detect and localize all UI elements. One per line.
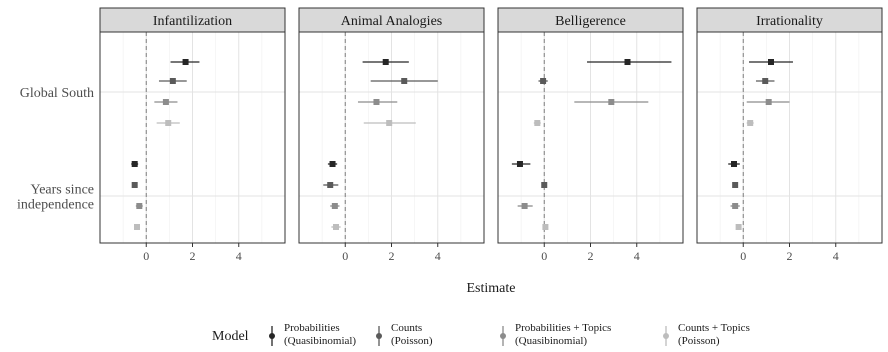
point-estimate	[327, 182, 334, 188]
point-estimate	[542, 224, 549, 230]
point-estimate	[333, 224, 339, 230]
point-estimate	[735, 224, 742, 230]
x-tick-label: 0	[143, 249, 149, 263]
legend-item-counts-poisson: Counts (Poisson)	[376, 322, 433, 347]
facet-title: Animal Analogies	[341, 14, 443, 29]
point-estimate	[540, 78, 547, 84]
point-estimate	[386, 120, 393, 126]
point-estimate	[136, 203, 143, 209]
legend-label: Probabilities (Quasibinomial)	[284, 322, 356, 347]
legend-key-point	[663, 333, 669, 339]
point-estimate	[382, 59, 389, 65]
point-estimate	[401, 78, 408, 84]
legend-label: Counts (Poisson)	[391, 322, 433, 347]
legend-item-probabilities-quasibinomial: Probabilities (Quasibinomial)	[269, 322, 356, 347]
point-estimate	[747, 120, 754, 126]
legend-label: Probabilities + Topics (Quasibinomial)	[515, 322, 611, 347]
point-estimate	[165, 120, 172, 126]
x-tick-label: 2	[787, 249, 793, 263]
point-estimate	[131, 182, 138, 188]
legend-label: Counts + Topics (Poisson)	[678, 322, 750, 347]
facet-strip	[696, 7, 883, 33]
point-estimate	[131, 161, 138, 167]
panel-irrationality: Irrationality 0 2 4	[696, 7, 883, 263]
legend: Model Probabilities (Quasibinomial) Counts(…	[212, 322, 750, 347]
point-estimate	[541, 182, 548, 188]
point-estimate	[329, 161, 336, 167]
point-estimate	[624, 59, 631, 65]
panel-infantilization: Infantilization 0 2 4	[99, 7, 286, 263]
point-estimate	[762, 78, 769, 84]
panel-belligerence: Belligerence 0 2 4	[497, 7, 684, 263]
x-tick-label: 4	[634, 249, 640, 263]
x-tick-label: 2	[190, 249, 196, 263]
point-estimate	[731, 161, 737, 167]
facet-title: Irrationality	[756, 14, 823, 29]
y-axis-labels: Global South Years since independence	[17, 86, 94, 213]
y-label-global-south: Global South	[20, 86, 94, 101]
legend-item-probabilities-topics-quasibinomial: Probabilities + Topics (Quasibinomial)	[500, 322, 611, 347]
x-tick-label: 4	[435, 249, 441, 263]
facet-strip	[99, 7, 286, 33]
point-estimate	[732, 182, 739, 188]
facet-title: Infantilization	[153, 14, 232, 29]
point-estimate	[134, 224, 140, 230]
point-estimate	[608, 99, 615, 105]
point-estimate	[516, 161, 523, 167]
point-estimate	[521, 203, 528, 209]
point-estimate	[765, 99, 772, 105]
point-estimate	[534, 120, 541, 126]
legend-key-point	[500, 333, 506, 339]
legend-item-counts-topics-poisson: Counts + Topics (Poisson)	[663, 322, 750, 347]
point-estimate	[182, 59, 189, 65]
legend-key-point	[376, 333, 382, 339]
x-axis-title: Estimate	[467, 281, 516, 296]
facet-strip	[298, 7, 485, 33]
legend-title: Model	[212, 329, 249, 344]
point-estimate	[169, 78, 176, 84]
x-tick-label: 4	[833, 249, 839, 263]
x-tick-label: 4	[236, 249, 242, 263]
facet-title: Belligerence	[555, 14, 626, 29]
facet-strip	[497, 7, 684, 33]
x-tick-label: 0	[342, 249, 348, 263]
x-tick-label: 0	[541, 249, 547, 263]
x-tick-label: 0	[740, 249, 746, 263]
y-label-years-since-independence: Years since independence	[17, 183, 94, 213]
point-estimate	[162, 99, 169, 105]
panel-animal-analogies: Animal Analogies 0 2 4	[298, 7, 485, 263]
point-estimate	[768, 59, 774, 65]
legend-key-point	[269, 333, 275, 339]
x-tick-label: 2	[588, 249, 594, 263]
point-estimate	[732, 203, 739, 209]
point-estimate	[373, 99, 380, 105]
point-estimate	[331, 203, 338, 209]
x-tick-label: 2	[389, 249, 395, 263]
